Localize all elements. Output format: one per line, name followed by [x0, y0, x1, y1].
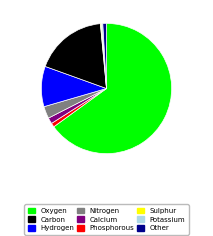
Wedge shape	[49, 88, 106, 123]
Legend: Oxygen, Carbon, Hydrogen, Nitrogen, Calcium, Phosphorous, Sulphur, Potassium, Ot: Oxygen, Carbon, Hydrogen, Nitrogen, Calc…	[24, 204, 189, 235]
Wedge shape	[52, 88, 106, 127]
Wedge shape	[101, 23, 106, 89]
Wedge shape	[54, 23, 172, 154]
Wedge shape	[44, 88, 106, 118]
Wedge shape	[100, 24, 106, 88]
Wedge shape	[103, 23, 106, 89]
Wedge shape	[41, 67, 106, 107]
Wedge shape	[45, 24, 106, 88]
